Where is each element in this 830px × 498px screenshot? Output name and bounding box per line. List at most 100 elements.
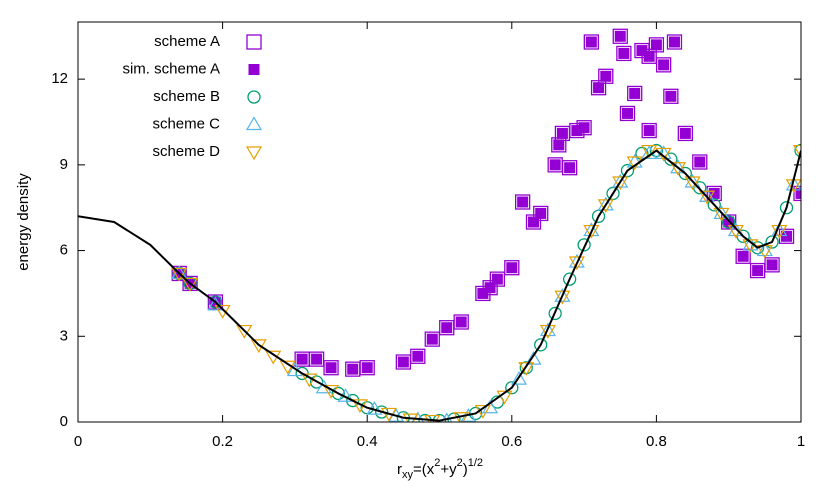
- legend-label: scheme C: [152, 115, 220, 132]
- x-axis-label-part: +y: [440, 461, 457, 478]
- marker-circle: [750, 241, 765, 255]
- marker-circle: [548, 306, 562, 321]
- x-axis-label: rxy=(x2+y2)1/2: [397, 457, 483, 481]
- marker-filled-square: [296, 353, 308, 365]
- marker-inverted-triangle: [670, 162, 687, 176]
- marker-filled-square: [600, 70, 612, 82]
- x-axis-label-part: 2: [434, 457, 440, 469]
- marker-filled-square: [248, 64, 260, 75]
- marker-open-square: [616, 45, 632, 62]
- x-axis-label-part: 2: [457, 457, 463, 469]
- marker-filled-square: [621, 107, 633, 119]
- x-tick-label: 1: [797, 433, 805, 450]
- marker-open-square: [246, 34, 262, 50]
- marker-filled-square: [643, 50, 655, 62]
- marker-triangle: [510, 370, 528, 385]
- marker-open-square: [641, 122, 657, 139]
- marker-filled-square: [665, 90, 677, 102]
- marker-open-square: [793, 185, 801, 202]
- marker-circle: [534, 338, 548, 352]
- marker-triangle: [756, 242, 773, 257]
- marker-triangle: [713, 205, 730, 220]
- marker-filled-square: [668, 36, 680, 48]
- marker-filled-square: [397, 356, 409, 368]
- marker-filled-square: [795, 187, 801, 199]
- marker-triangle: [670, 159, 687, 174]
- marker-triangle: [684, 173, 701, 188]
- marker-filled-square: [781, 230, 793, 242]
- marker-filled-square: [347, 363, 359, 375]
- marker-inverted-triangle: [182, 277, 199, 292]
- marker-inverted-triangle: [453, 412, 470, 422]
- legend-label: scheme B: [153, 88, 220, 105]
- marker-inverted-triangle: [684, 176, 701, 191]
- marker-filled-square: [426, 333, 438, 345]
- marker-triangle: [207, 296, 224, 311]
- marker-filled-square: [517, 196, 529, 208]
- x-tick-label: 0.6: [501, 433, 522, 450]
- marker-filled-square: [412, 350, 424, 362]
- marker-open-square: [453, 314, 469, 330]
- marker-filled-square: [629, 87, 641, 99]
- marker-filled-square: [614, 30, 626, 42]
- marker-filled-square: [752, 265, 764, 277]
- marker-open-square: [655, 57, 672, 73]
- marker-open-square: [514, 194, 531, 210]
- marker-filled-square: [585, 36, 597, 48]
- marker-inverted-triangle: [641, 144, 658, 159]
- marker-open-square: [692, 154, 708, 170]
- marker-open-square: [666, 34, 683, 50]
- marker-inverted-triangle: [568, 256, 585, 271]
- x-tick-label: 0.4: [357, 433, 378, 450]
- marker-inverted-triangle: [612, 176, 629, 191]
- y-tick-label: 0: [60, 413, 68, 430]
- marker-inverted-triangle: [698, 190, 716, 205]
- marker-filled-square: [491, 273, 503, 285]
- marker-open-square: [721, 214, 737, 230]
- marker-filled-square: [564, 162, 576, 174]
- marker-circle: [794, 143, 801, 158]
- x-tick-label: 0.2: [212, 433, 233, 450]
- marker-triangle: [286, 362, 303, 377]
- marker-inverted-triangle: [792, 144, 801, 159]
- legend-label: sim. scheme A: [122, 60, 220, 77]
- marker-inverted-triangle: [236, 324, 253, 339]
- marker-triangle: [583, 222, 600, 237]
- marker-open-square: [424, 331, 440, 347]
- marker-open-square: [612, 28, 628, 44]
- x-axis-label-part: xy: [402, 469, 414, 481]
- marker-inverted-triangle: [583, 224, 600, 239]
- y-tick-label: 12: [51, 70, 68, 87]
- y-tick-label: 3: [60, 327, 68, 344]
- marker-open-square: [561, 160, 578, 176]
- marker-filled-square: [535, 207, 547, 219]
- marker-filled-square: [618, 47, 630, 59]
- y-tick-label: 6: [60, 242, 68, 259]
- curve: [78, 149, 801, 422]
- marker-circle: [295, 366, 309, 381]
- marker-filled-square: [477, 287, 489, 299]
- marker-open-square: [598, 68, 614, 84]
- marker-triangle: [568, 253, 585, 268]
- x-axis-label-part: r: [397, 461, 402, 478]
- marker-filled-square: [658, 59, 670, 71]
- marker-triangle: [597, 196, 614, 211]
- marker-filled-square: [361, 362, 373, 374]
- legend-label: scheme D: [152, 143, 220, 160]
- y-tick-label: 9: [60, 156, 68, 173]
- marker-circle: [707, 198, 721, 212]
- marker-filled-square: [441, 322, 453, 334]
- marker-filled-square: [549, 159, 561, 171]
- marker-circle: [208, 295, 223, 309]
- marker-filled-square: [650, 39, 662, 51]
- marker-filled-square: [643, 125, 655, 137]
- x-tick-label: 0: [74, 433, 82, 450]
- marker-open-square: [764, 257, 780, 273]
- marker-open-square: [533, 205, 549, 222]
- marker-filled-square: [636, 45, 648, 57]
- marker-triangle: [785, 176, 801, 191]
- marker-filled-square: [694, 156, 706, 168]
- marker-inverted-triangle: [597, 199, 614, 214]
- marker-open-square: [619, 105, 636, 122]
- marker-filled-square: [455, 316, 467, 328]
